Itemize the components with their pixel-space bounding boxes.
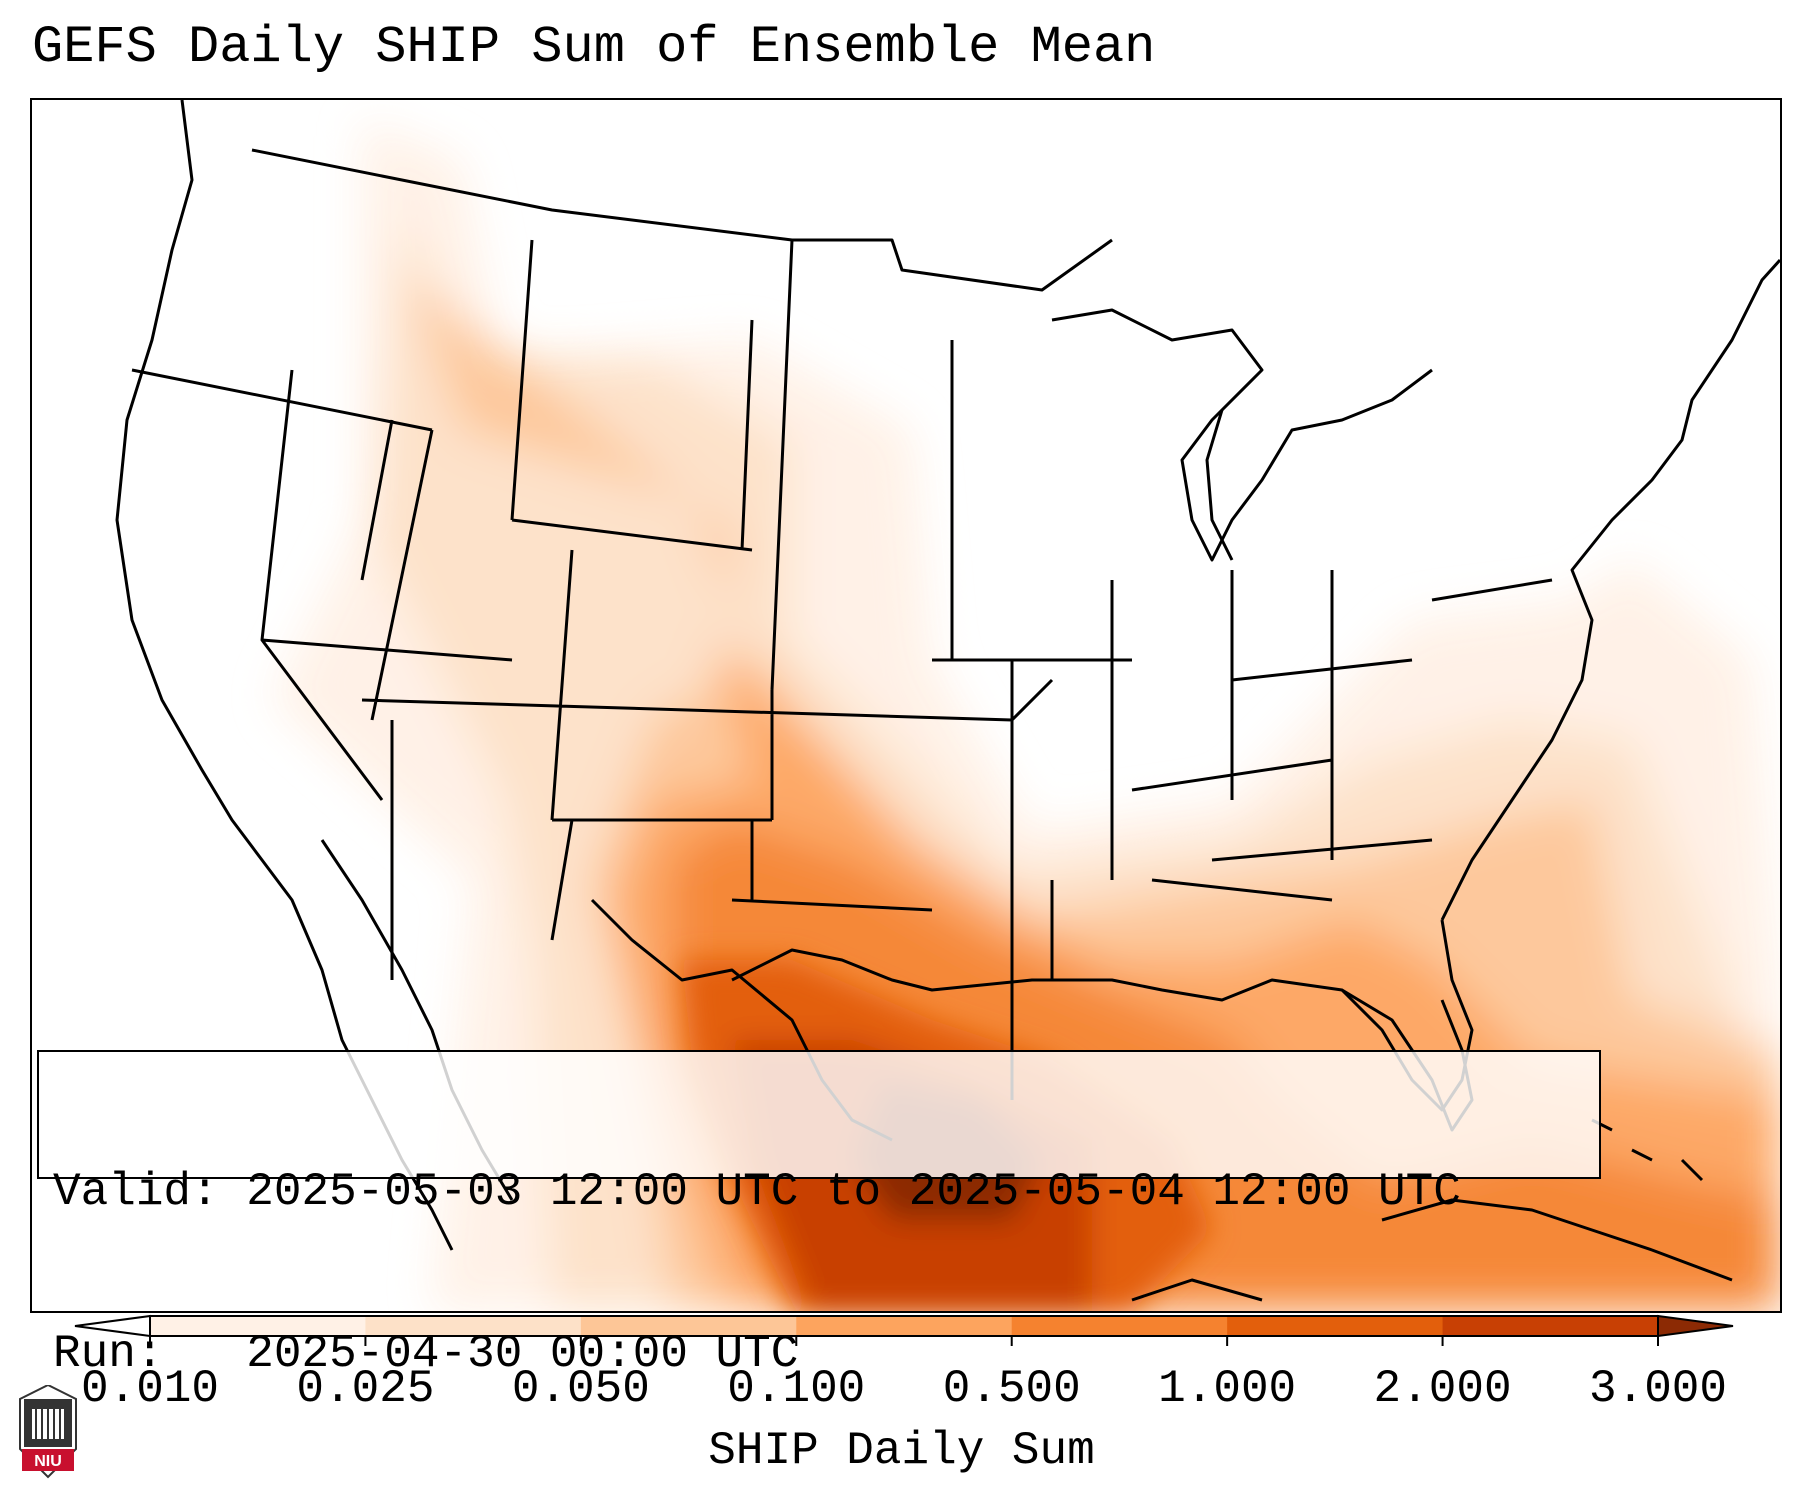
colorbar-tick-label: 0.500 xyxy=(942,1363,1081,1415)
validity-info-box: Valid: 2025-05-03 12:00 UTC to 2025-05-0… xyxy=(37,1050,1601,1380)
lake-michigan xyxy=(1205,409,1234,561)
colorbar-tick-label: 0.025 xyxy=(296,1363,435,1415)
niu-logo: NIU xyxy=(18,1383,78,1479)
colorbar-tick-label: 3.000 xyxy=(1588,1363,1728,1415)
map-title: GEFS Daily SHIP Sum of Ensemble Mean xyxy=(32,18,1156,77)
colorbar-over-extension xyxy=(1657,1314,1734,1338)
niu-logo-icon: NIU xyxy=(19,1383,77,1479)
colorbar-title: SHIP Daily Sum xyxy=(708,1425,1095,1477)
cuba xyxy=(1381,1198,1733,1282)
niu-logo-text: NIU xyxy=(34,1453,62,1470)
yucatan xyxy=(1131,1278,1263,1302)
colorbar-tick-label: 2.000 xyxy=(1373,1363,1512,1415)
valid-line: Valid: 2025-05-03 12:00 UTC to 2025-05-0… xyxy=(53,1165,1599,1219)
atlantic-coast xyxy=(1440,258,1780,921)
colorbar-tick-label: 0.100 xyxy=(727,1363,866,1415)
canada-us-border xyxy=(251,148,1113,292)
state-lines xyxy=(131,239,1553,1100)
colorbar-tick-label: 0.050 xyxy=(511,1363,650,1415)
valid-label: Valid: xyxy=(53,1166,219,1218)
great-lakes xyxy=(1051,308,1433,562)
valid-value: 2025-05-03 12:00 UTC to 2025-05-04 12:00… xyxy=(246,1166,1461,1218)
colorbar-tick-label: 1.000 xyxy=(1158,1363,1297,1415)
colorbar-tick-label: 0.010 xyxy=(80,1363,220,1415)
